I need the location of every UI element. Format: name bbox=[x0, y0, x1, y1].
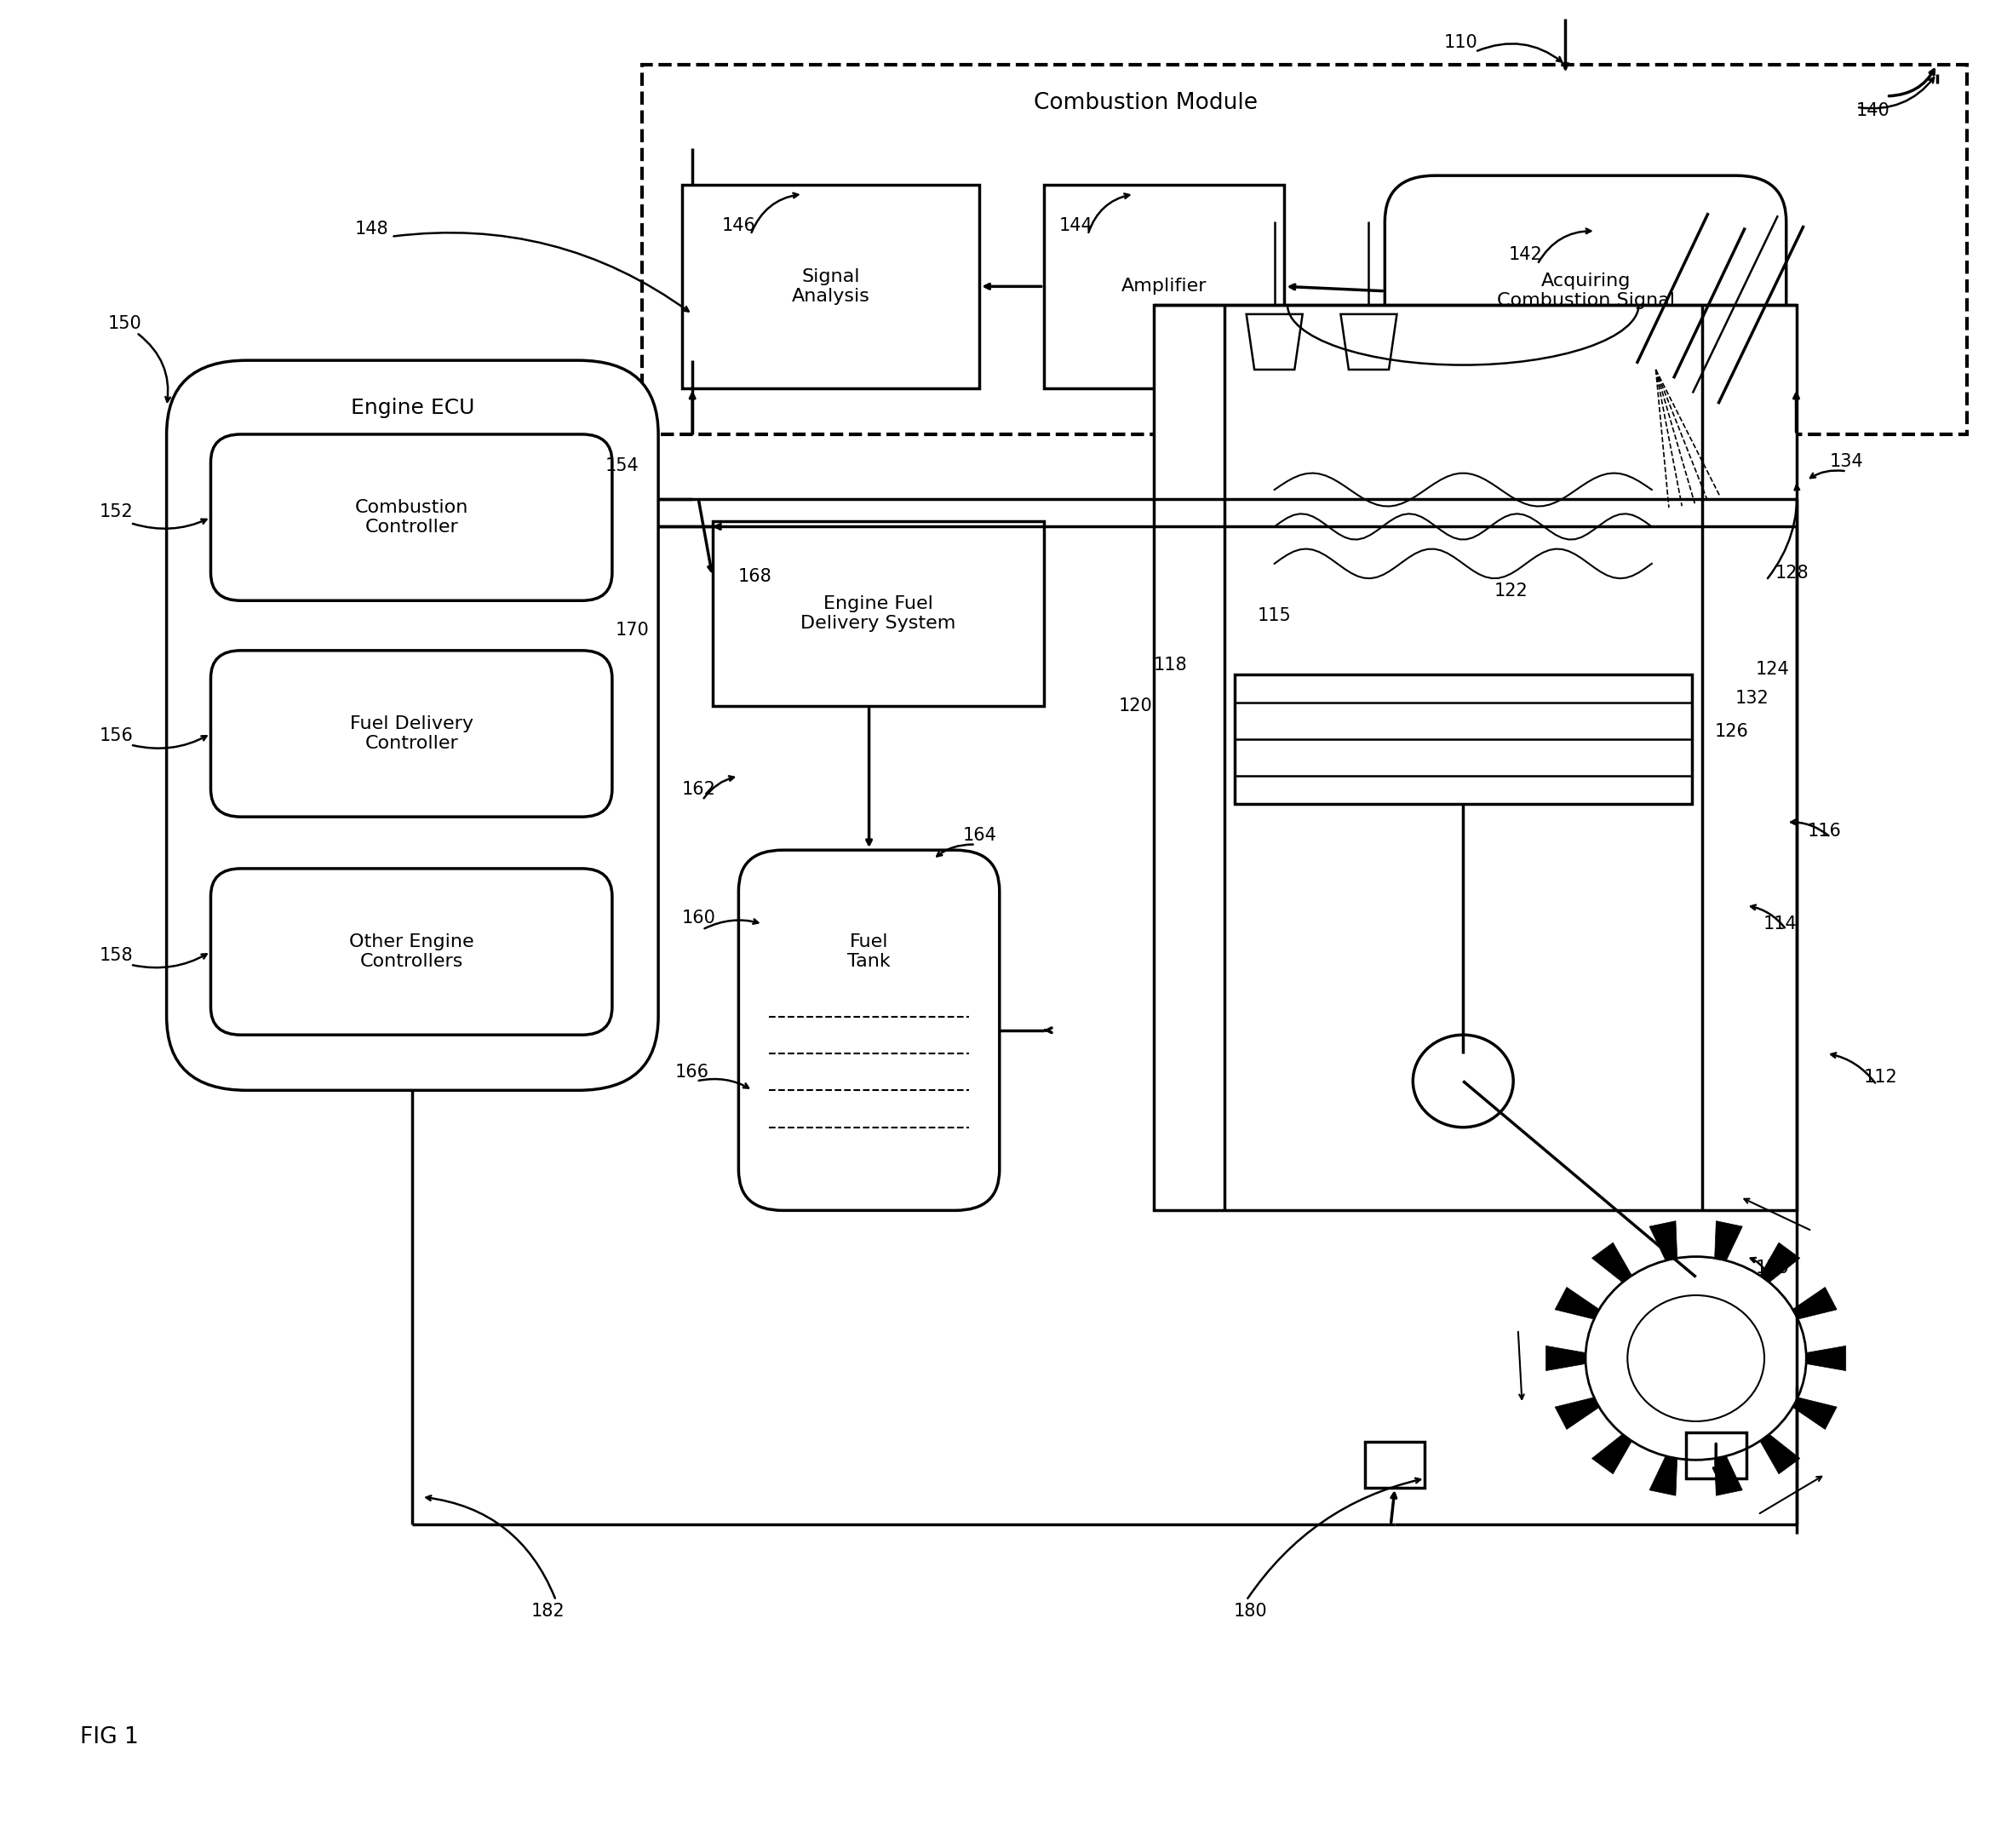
Text: 115: 115 bbox=[1258, 606, 1291, 625]
Polygon shape bbox=[1806, 1345, 1846, 1371]
Polygon shape bbox=[1792, 1397, 1836, 1429]
Text: 170: 170 bbox=[616, 621, 648, 639]
Text: 168: 168 bbox=[739, 567, 771, 586]
Text: 116: 116 bbox=[1808, 822, 1840, 841]
FancyBboxPatch shape bbox=[211, 434, 612, 601]
Polygon shape bbox=[1592, 1242, 1632, 1283]
Text: 114: 114 bbox=[1764, 915, 1796, 933]
Polygon shape bbox=[1714, 1456, 1742, 1495]
Text: 124: 124 bbox=[1756, 660, 1788, 678]
Text: 144: 144 bbox=[1060, 216, 1092, 235]
Bar bbox=[1365, 1441, 1425, 1488]
Text: Acquiring
Combustion Signal: Acquiring Combustion Signal bbox=[1497, 274, 1674, 309]
Text: 142: 142 bbox=[1509, 246, 1541, 264]
Text: 156: 156 bbox=[100, 726, 132, 745]
FancyBboxPatch shape bbox=[211, 650, 612, 817]
Text: 112: 112 bbox=[1865, 1068, 1897, 1087]
Text: 128: 128 bbox=[1776, 564, 1808, 582]
Text: Amplifier: Amplifier bbox=[1122, 277, 1206, 296]
Polygon shape bbox=[1650, 1222, 1678, 1260]
Text: 134: 134 bbox=[1830, 453, 1862, 471]
Text: 160: 160 bbox=[682, 909, 714, 928]
Text: 180: 180 bbox=[1234, 1602, 1266, 1621]
FancyBboxPatch shape bbox=[167, 360, 658, 1090]
Bar bbox=[712, 521, 1044, 706]
Text: 110: 110 bbox=[1445, 33, 1477, 52]
Bar bbox=[1044, 185, 1284, 388]
Text: 154: 154 bbox=[606, 456, 638, 475]
Bar bbox=[1234, 675, 1692, 804]
Bar bbox=[682, 185, 979, 388]
Text: Fuel
Tank: Fuel Tank bbox=[847, 933, 891, 970]
Text: 146: 146 bbox=[723, 216, 755, 235]
Text: 130: 130 bbox=[1756, 1258, 1788, 1277]
Text: 152: 152 bbox=[100, 503, 132, 521]
Bar bbox=[1154, 305, 1796, 1210]
Polygon shape bbox=[1714, 1222, 1742, 1260]
Text: 162: 162 bbox=[682, 780, 714, 798]
Text: Signal
Analysis: Signal Analysis bbox=[793, 268, 869, 305]
Text: 132: 132 bbox=[1736, 689, 1768, 708]
FancyBboxPatch shape bbox=[739, 850, 999, 1210]
Text: 122: 122 bbox=[1495, 582, 1527, 601]
Bar bbox=[642, 65, 1967, 434]
Text: Combustion Module: Combustion Module bbox=[1034, 92, 1258, 115]
Polygon shape bbox=[1760, 1242, 1800, 1283]
Text: 140: 140 bbox=[1856, 102, 1889, 120]
Text: 118: 118 bbox=[1154, 656, 1186, 675]
Text: Combustion
Controller: Combustion Controller bbox=[355, 499, 468, 536]
Bar bbox=[1686, 1432, 1746, 1478]
FancyBboxPatch shape bbox=[1385, 176, 1786, 407]
Polygon shape bbox=[1555, 1397, 1600, 1429]
Text: 158: 158 bbox=[100, 946, 132, 965]
Text: 126: 126 bbox=[1716, 723, 1748, 741]
Text: 148: 148 bbox=[355, 220, 387, 238]
Polygon shape bbox=[1592, 1434, 1632, 1475]
Text: Engine ECU: Engine ECU bbox=[351, 397, 474, 418]
Text: 164: 164 bbox=[963, 826, 995, 845]
Text: 120: 120 bbox=[1120, 697, 1152, 715]
Polygon shape bbox=[1545, 1345, 1586, 1371]
Text: 150: 150 bbox=[108, 314, 140, 333]
Text: Engine Fuel
Delivery System: Engine Fuel Delivery System bbox=[801, 595, 955, 632]
Text: 182: 182 bbox=[532, 1602, 564, 1621]
Text: FIG 1: FIG 1 bbox=[80, 1726, 138, 1748]
FancyBboxPatch shape bbox=[211, 869, 612, 1035]
Text: Other Engine
Controllers: Other Engine Controllers bbox=[349, 933, 474, 970]
Polygon shape bbox=[1760, 1434, 1800, 1475]
Text: Fuel Delivery
Controller: Fuel Delivery Controller bbox=[349, 715, 474, 752]
Text: 166: 166 bbox=[676, 1063, 708, 1081]
Polygon shape bbox=[1650, 1456, 1678, 1495]
Polygon shape bbox=[1555, 1288, 1600, 1319]
Polygon shape bbox=[1792, 1288, 1836, 1319]
